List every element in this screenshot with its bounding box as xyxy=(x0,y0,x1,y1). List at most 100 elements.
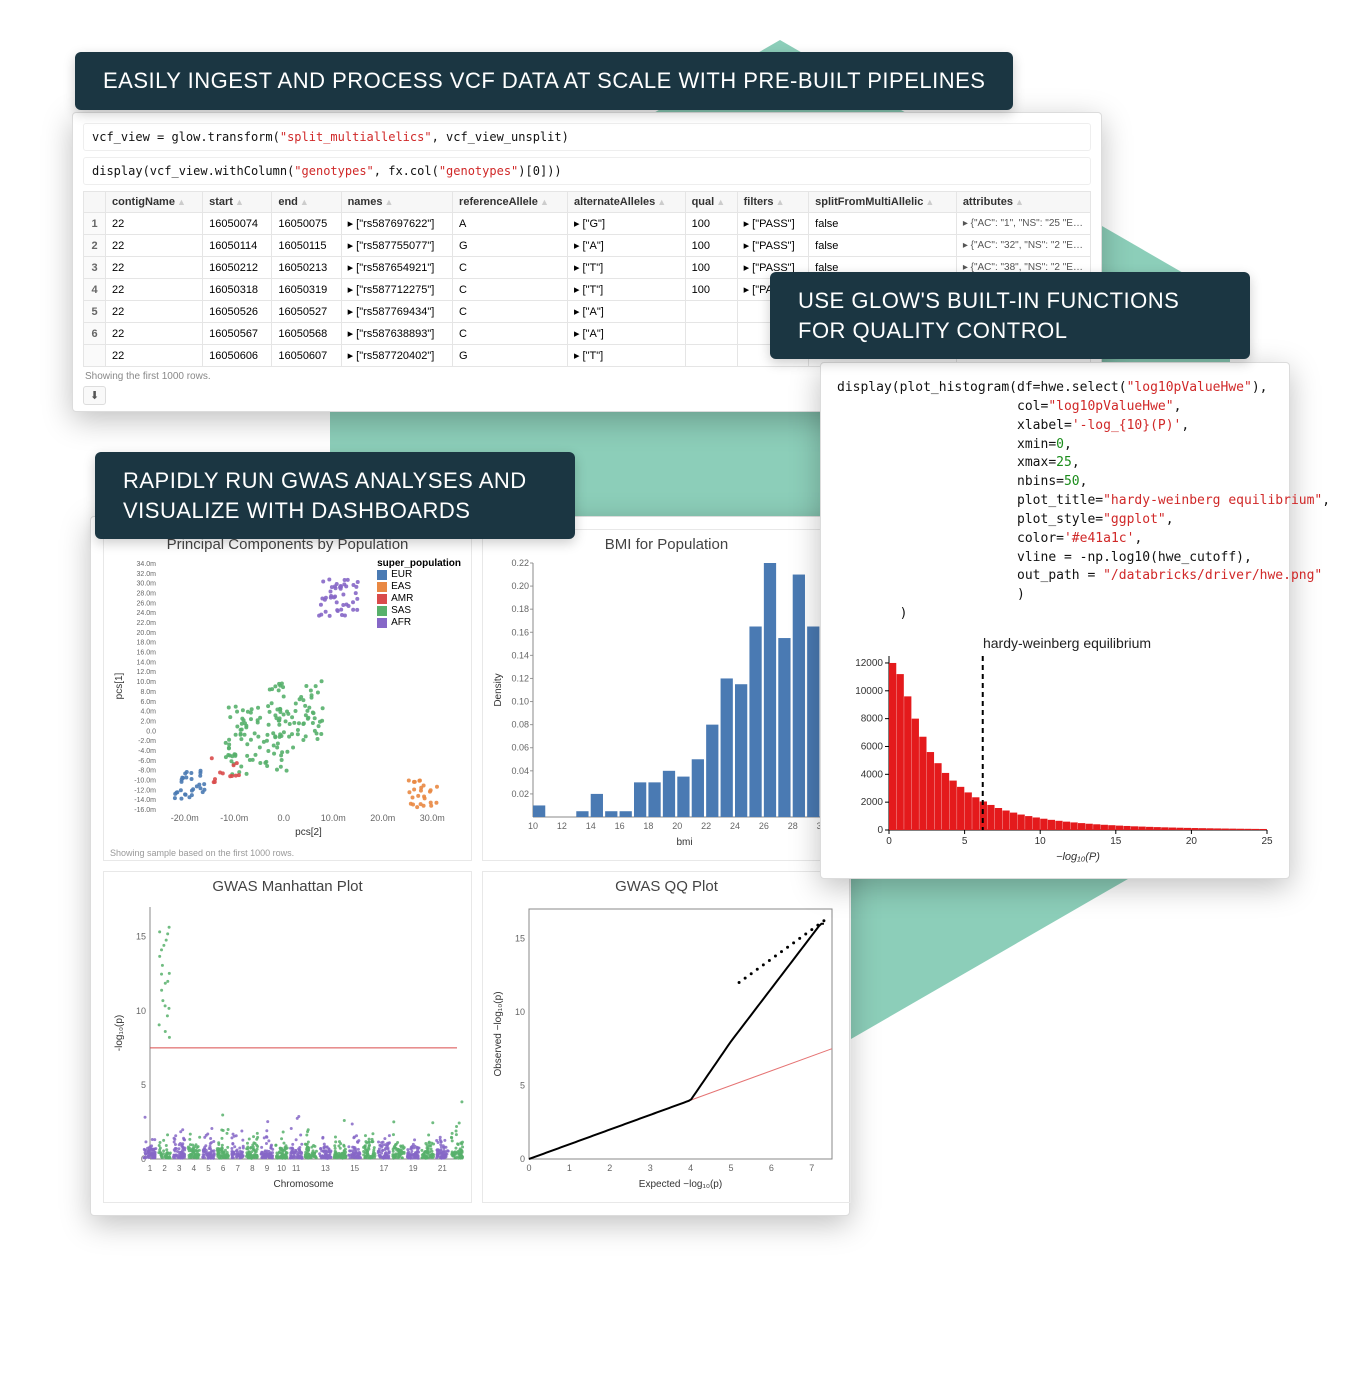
svg-text:hardy-weinberg equilibrium: hardy-weinberg equilibrium xyxy=(983,635,1151,651)
svg-text:0.0: 0.0 xyxy=(277,813,290,823)
svg-text:1: 1 xyxy=(148,1164,153,1173)
download-button[interactable]: ⬇ xyxy=(83,386,106,405)
svg-text:Density: Density xyxy=(493,673,504,706)
code-line-1: vcf_view = glow.transform("split_multial… xyxy=(83,123,1091,151)
svg-text:6000: 6000 xyxy=(861,741,884,752)
svg-text:2: 2 xyxy=(162,1164,167,1173)
svg-text:5: 5 xyxy=(962,836,968,847)
svg-text:-14.0m: -14.0m xyxy=(134,797,156,804)
svg-text:14: 14 xyxy=(586,821,596,831)
svg-text:0.22: 0.22 xyxy=(511,558,529,568)
svg-text:3: 3 xyxy=(177,1164,182,1173)
qc-panel: display(plot_histogram(df=hwe.select("lo… xyxy=(820,362,1290,879)
column-header[interactable]: end▲ xyxy=(272,192,341,213)
column-header[interactable]: alternateAlleles▲ xyxy=(567,192,685,213)
svg-text:0.02: 0.02 xyxy=(511,789,529,799)
svg-text:Expected −log₁₀(p): Expected −log₁₀(p) xyxy=(639,1179,722,1189)
svg-text:20.0m: 20.0m xyxy=(370,813,395,823)
column-header[interactable]: names▲ xyxy=(341,192,452,213)
svg-text:24.0m: 24.0m xyxy=(137,610,157,617)
svg-text:0.20: 0.20 xyxy=(511,581,529,591)
svg-text:2000: 2000 xyxy=(861,797,884,808)
svg-text:26.0m: 26.0m xyxy=(137,600,157,607)
svg-text:24: 24 xyxy=(730,821,740,831)
svg-text:0.12: 0.12 xyxy=(511,673,529,683)
code-line-2: display(vcf_view.withColumn("genotypes",… xyxy=(83,157,1091,185)
svg-text:9: 9 xyxy=(265,1164,270,1173)
svg-text:6: 6 xyxy=(769,1163,774,1173)
svg-text:-log₁₀(p): -log₁₀(p) xyxy=(114,1015,125,1051)
svg-text:20: 20 xyxy=(1186,836,1198,847)
callout-qc: USE GLOW'S BUILT-IN FUNCTIONS FOR QUALIT… xyxy=(770,272,1250,359)
svg-text:26: 26 xyxy=(759,821,769,831)
svg-text:-20.0m: -20.0m xyxy=(171,813,199,823)
svg-text:11: 11 xyxy=(292,1164,301,1173)
svg-text:16.0m: 16.0m xyxy=(137,650,157,657)
svg-text:22.0m: 22.0m xyxy=(137,620,157,627)
manhattan-chart: GWAS Manhattan Plot 05101512345678910111… xyxy=(103,871,472,1203)
table-row[interactable]: 2221605011416050115▸ ["rs587755077"]G▸ [… xyxy=(84,235,1091,257)
table-row[interactable]: 1221605007416050075▸ ["rs587697622"]A▸ [… xyxy=(84,213,1091,235)
svg-text:22: 22 xyxy=(701,821,711,831)
histogram-code: display(plot_histogram(df=hwe.select("lo… xyxy=(837,379,1273,624)
svg-text:30.0m: 30.0m xyxy=(420,813,445,823)
svg-text:2.0m: 2.0m xyxy=(140,718,156,725)
svg-text:10.0m: 10.0m xyxy=(137,679,157,686)
svg-text:3: 3 xyxy=(648,1163,653,1173)
bmi-chart: BMI for Population 0.020.040.060.080.100… xyxy=(482,529,851,861)
column-header[interactable]: splitFromMultiAllelic▲ xyxy=(809,192,957,213)
svg-text:10: 10 xyxy=(136,1006,146,1016)
svg-text:21: 21 xyxy=(438,1164,447,1173)
svg-text:-10.0m: -10.0m xyxy=(220,813,248,823)
svg-text:0.14: 0.14 xyxy=(511,650,529,660)
svg-text:-4.0m: -4.0m xyxy=(138,748,156,755)
svg-text:15: 15 xyxy=(136,932,146,942)
svg-text:1: 1 xyxy=(567,1163,572,1173)
svg-text:0.0: 0.0 xyxy=(146,728,156,735)
column-header[interactable]: referenceAllele▲ xyxy=(453,192,568,213)
svg-text:28: 28 xyxy=(788,821,798,831)
svg-text:0.10: 0.10 xyxy=(511,697,529,707)
svg-text:0.16: 0.16 xyxy=(511,627,529,637)
svg-text:15: 15 xyxy=(1110,836,1122,847)
svg-text:16: 16 xyxy=(615,821,625,831)
svg-text:12.0m: 12.0m xyxy=(137,669,157,676)
svg-text:14.0m: 14.0m xyxy=(137,659,157,666)
svg-text:-6.0m: -6.0m xyxy=(138,758,156,765)
svg-text:8: 8 xyxy=(250,1164,255,1173)
svg-text:7: 7 xyxy=(235,1164,240,1173)
svg-text:0.18: 0.18 xyxy=(511,604,529,614)
svg-text:5: 5 xyxy=(728,1163,733,1173)
svg-text:5: 5 xyxy=(520,1080,525,1090)
svg-text:12000: 12000 xyxy=(855,658,883,669)
svg-text:pcs[2]: pcs[2] xyxy=(295,827,322,837)
column-header[interactable] xyxy=(84,192,106,213)
column-header[interactable]: qual▲ xyxy=(685,192,737,213)
dashboard-panel: Principal Components by Population -16.0… xyxy=(90,516,850,1216)
svg-text:10000: 10000 xyxy=(855,686,883,697)
svg-text:34.0m: 34.0m xyxy=(137,561,157,568)
svg-text:7: 7 xyxy=(809,1163,814,1173)
svg-text:20: 20 xyxy=(672,821,682,831)
svg-text:0: 0 xyxy=(520,1154,525,1164)
svg-text:15: 15 xyxy=(515,933,525,943)
svg-text:-2.0m: -2.0m xyxy=(138,738,156,745)
svg-text:0: 0 xyxy=(877,825,883,836)
svg-text:0: 0 xyxy=(526,1163,531,1173)
column-header[interactable]: filters▲ xyxy=(737,192,809,213)
svg-text:10: 10 xyxy=(1035,836,1047,847)
svg-text:0.08: 0.08 xyxy=(511,720,529,730)
svg-text:0: 0 xyxy=(886,836,892,847)
column-header[interactable]: start▲ xyxy=(203,192,272,213)
column-header[interactable]: contigName▲ xyxy=(106,192,203,213)
svg-text:Observed −log₁₀(p): Observed −log₁₀(p) xyxy=(493,991,504,1076)
svg-text:28.0m: 28.0m xyxy=(137,591,157,598)
column-header[interactable]: attributes▲ xyxy=(956,192,1090,213)
svg-text:0.04: 0.04 xyxy=(511,766,529,776)
svg-text:32.0m: 32.0m xyxy=(137,571,157,578)
svg-text:pcs[1]: pcs[1] xyxy=(114,672,125,699)
callout-ingest: EASILY INGEST AND PROCESS VCF DATA AT SC… xyxy=(75,52,1013,110)
svg-text:17: 17 xyxy=(379,1164,388,1173)
svg-text:10: 10 xyxy=(515,1007,525,1017)
svg-text:10.0m: 10.0m xyxy=(321,813,346,823)
